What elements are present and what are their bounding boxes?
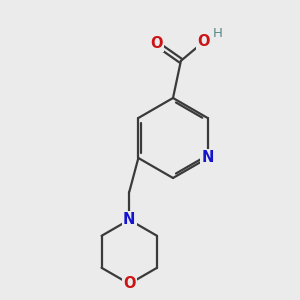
Text: H: H xyxy=(213,27,223,40)
Text: N: N xyxy=(202,151,214,166)
Text: O: O xyxy=(123,276,136,291)
Text: O: O xyxy=(150,36,163,51)
Text: O: O xyxy=(198,34,210,49)
Text: N: N xyxy=(123,212,136,227)
